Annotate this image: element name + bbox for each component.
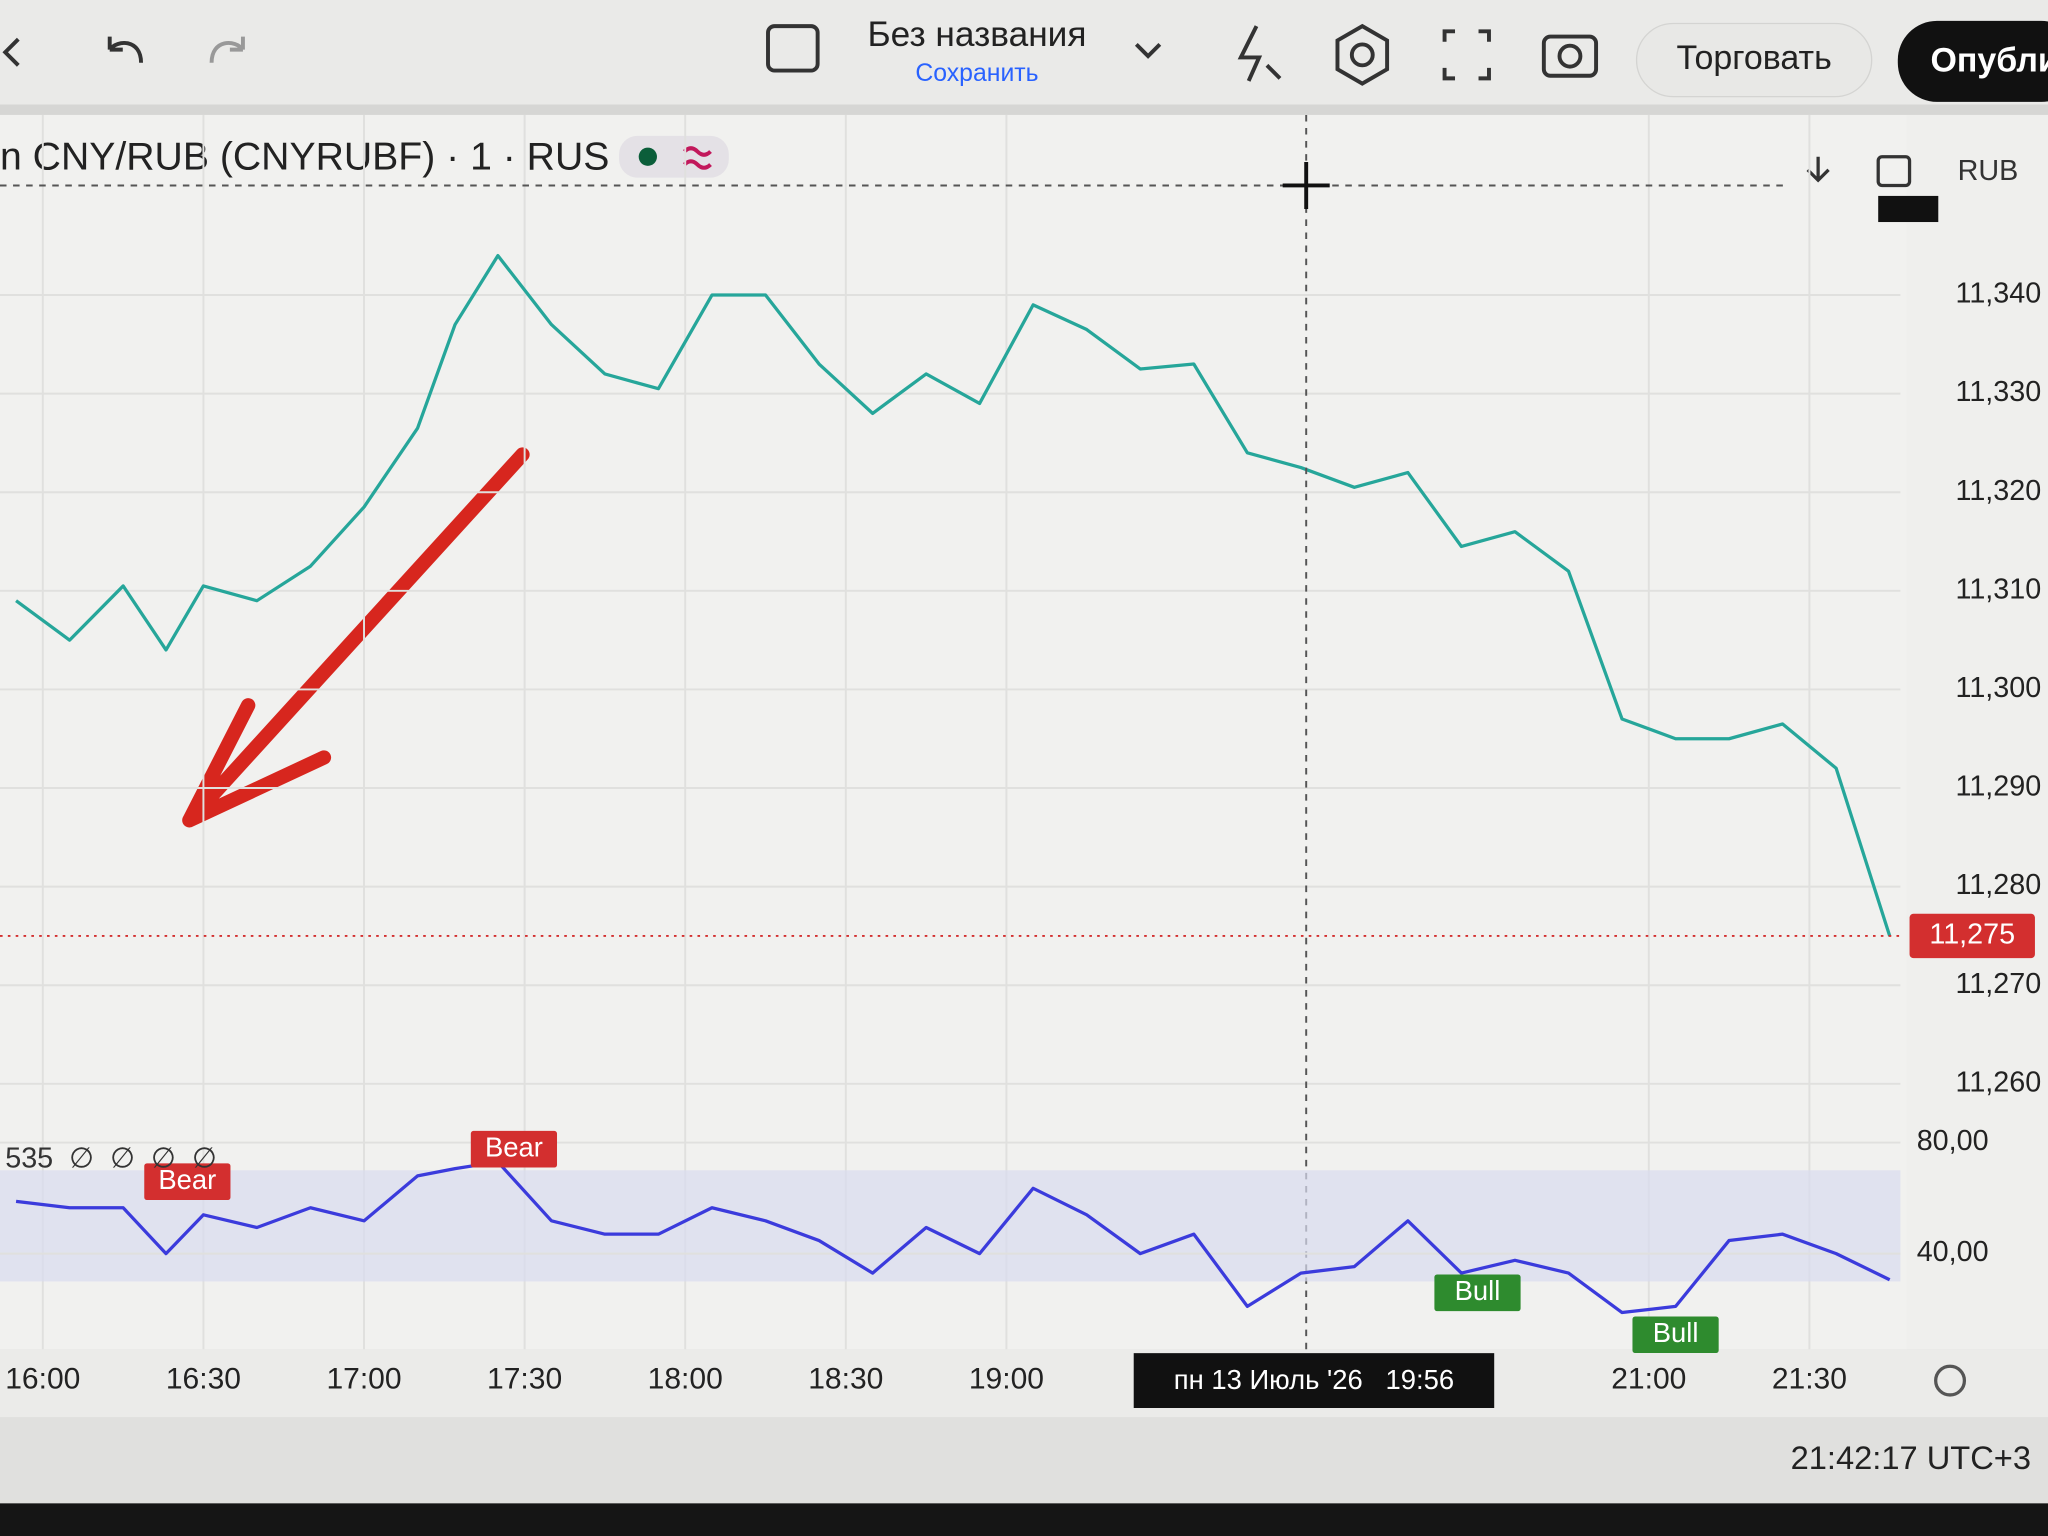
- clock: 21:42:17 UTC+3: [1791, 1439, 2031, 1476]
- signal-label: Bear: [485, 1131, 543, 1162]
- y-tick-label: 11,330: [1956, 376, 2042, 408]
- x-tick-label: 18:00: [648, 1363, 723, 1396]
- y-tick-label: 11,280: [1956, 869, 2042, 901]
- x-tick-label: 21:00: [1611, 1363, 1686, 1396]
- last-price-label: 11,275: [1929, 919, 2015, 951]
- y-tick-label: 11,340: [1956, 278, 2042, 310]
- y-tick-label: 11,300: [1956, 672, 2042, 704]
- status-pill: [619, 135, 729, 178]
- last-price-tag: [1909, 913, 2035, 959]
- toolbar-border: [0, 104, 2048, 115]
- x-tick-label: 21:30: [1772, 1363, 1847, 1396]
- signal-label: Bull: [1653, 1317, 1699, 1348]
- series-line: [15, 1160, 1891, 1315]
- layout-icon[interactable]: [766, 24, 820, 73]
- chart-layer: 16:00 16:30 17:00 17:30 18:00 18:30 19:00 21:00…: [0, 114, 2042, 1408]
- signal-tag: [1632, 1316, 1719, 1354]
- indicator-band: [0, 1170, 1901, 1282]
- crosshair-time-tag: [1133, 1353, 1495, 1408]
- settings-icon-center: [1349, 42, 1375, 68]
- fullscreen-icon[interactable]: [1442, 29, 1491, 81]
- signal-tag: [470, 1130, 558, 1168]
- dropdown-icon[interactable]: [1134, 43, 1162, 59]
- redo-icon[interactable]: [209, 36, 245, 63]
- symbol-title: n CNY/RUB (CNYRUBF) · 1 · RUS: [0, 136, 609, 179]
- back-icon[interactable]: [2, 37, 20, 67]
- signal-label: Bear: [158, 1164, 216, 1195]
- time-axis: [0, 1349, 2048, 1418]
- x-tick-label: 19:00: [969, 1363, 1044, 1396]
- signal-tag: [1434, 1274, 1521, 1312]
- y-tick-label: 11,310: [1956, 573, 2042, 605]
- trade-label: Торговать: [1676, 39, 1831, 77]
- scroll-down-icon[interactable]: [1806, 156, 1830, 183]
- currency-label: RUB: [1958, 155, 2019, 187]
- y-tick-label: 11,260: [1956, 1066, 2042, 1098]
- layout-title[interactable]: Без названия: [868, 15, 1087, 54]
- camera-lens: [1557, 43, 1583, 69]
- crosshair-time-label: пн 13 Июль '26 19:56: [1174, 1364, 1454, 1395]
- market-open-dot: [638, 147, 657, 166]
- publish-label: Опубли: [1930, 42, 2048, 80]
- indicator-header: 535 ∅ ∅ ∅ ∅: [5, 1142, 217, 1174]
- screen-bezel: [0, 1503, 2048, 1536]
- y-tick-label: 11,320: [1956, 475, 2042, 507]
- axis-button: [1878, 195, 1939, 223]
- delay-icon: [683, 146, 712, 170]
- trade-button[interactable]: [1635, 22, 1873, 98]
- y-tick-label: 11,290: [1956, 771, 2042, 803]
- alert-icon[interactable]: [1237, 25, 1282, 82]
- maximize-icon[interactable]: [1876, 155, 1912, 188]
- y-tick-label: 40,00: [1917, 1236, 1989, 1268]
- publish-button[interactable]: [1897, 20, 2048, 102]
- camera-icon[interactable]: [1541, 34, 1599, 78]
- x-tick-label: 18:30: [808, 1363, 883, 1396]
- x-tick-label: 16:00: [5, 1363, 80, 1396]
- toolbar-icons: [2, 23, 1599, 86]
- settings-icon[interactable]: [1335, 23, 1390, 86]
- plot-area: [0, 114, 1907, 1350]
- x-tick-label: 17:30: [487, 1363, 562, 1396]
- signal-label: Bull: [1455, 1275, 1501, 1306]
- y-tick-label: 11,270: [1956, 968, 2042, 1000]
- x-tick-label: 16:30: [166, 1363, 241, 1396]
- series-line: [15, 253, 1892, 937]
- y-tick-label: 80,00: [1917, 1125, 1989, 1157]
- crosshair-cursor: [1282, 161, 1330, 209]
- signal-tag: [144, 1163, 231, 1200]
- x-tick-label: 17:00: [326, 1363, 401, 1396]
- undo-icon[interactable]: [107, 36, 144, 63]
- price-axis: [1906, 114, 2048, 1350]
- status-bar: [0, 1417, 2048, 1504]
- save-link[interactable]: Сохранить: [915, 60, 1038, 87]
- settings-gear[interactable]: [1934, 1364, 1967, 1397]
